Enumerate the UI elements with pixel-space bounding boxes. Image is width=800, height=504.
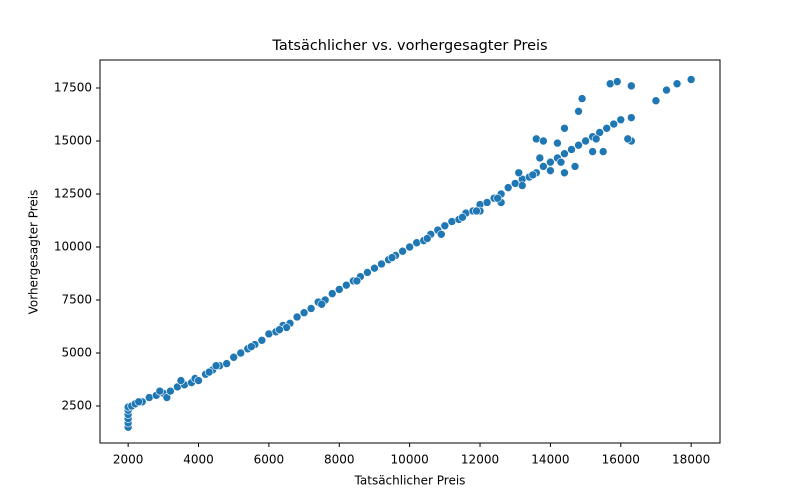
point: [514, 168, 524, 178]
point: [627, 113, 636, 122]
y-axis-label: Vorhergesagter Preis: [27, 190, 41, 315]
x-tick-label: 18000: [672, 453, 710, 467]
y-tick-label: 17500: [54, 80, 92, 94]
point: [257, 335, 267, 345]
point: [327, 289, 337, 298]
point: [556, 157, 566, 167]
y-tick-label: 10000: [54, 239, 92, 253]
point: [306, 304, 316, 313]
point: [574, 107, 583, 116]
x-tick-label: 8000: [324, 453, 355, 467]
x-tick-label: 4000: [183, 453, 214, 467]
point: [528, 170, 538, 180]
y-tick-label: 15000: [54, 133, 92, 147]
x-tick-label: 10000: [391, 453, 429, 467]
y-tick-label: 12500: [54, 186, 92, 200]
point: [405, 242, 414, 252]
point: [602, 123, 611, 133]
point: [588, 147, 597, 156]
point: [567, 145, 576, 154]
point: [194, 376, 203, 385]
y-tick-label: 7500: [61, 292, 92, 306]
point: [581, 136, 590, 146]
point: [627, 81, 636, 91]
point: [472, 206, 481, 216]
point: [222, 359, 231, 368]
point: [155, 386, 165, 396]
point: [591, 134, 601, 144]
point: [686, 75, 696, 84]
point: [609, 119, 619, 129]
point: [553, 138, 562, 148]
point: [598, 147, 608, 156]
point: [236, 348, 246, 358]
point: [317, 299, 326, 309]
point: [535, 153, 545, 163]
point: [176, 376, 186, 385]
point: [616, 115, 626, 125]
point: [247, 342, 256, 351]
x-tick-label: 16000: [602, 453, 640, 467]
point: [275, 325, 284, 334]
point: [204, 367, 214, 377]
point: [440, 221, 450, 231]
chart-title: Tatsächlicher vs. vorhergesagter Preis: [271, 38, 547, 54]
point: [503, 183, 513, 192]
point: [134, 397, 144, 407]
point: [539, 162, 548, 171]
point: [352, 276, 362, 286]
point: [539, 136, 548, 146]
point: [211, 361, 221, 371]
point: [387, 253, 397, 262]
point: [437, 229, 446, 239]
points: [123, 75, 696, 432]
y-tick-label: 2500: [61, 399, 92, 413]
x-tick-label: 2000: [113, 453, 144, 467]
point: [662, 85, 671, 95]
point: [546, 157, 555, 167]
point: [377, 259, 386, 269]
point: [560, 168, 569, 178]
point: [672, 79, 682, 89]
point: [574, 140, 583, 150]
point: [560, 123, 569, 133]
x-tick-label: 12000: [461, 453, 499, 467]
point: [482, 198, 492, 207]
point: [651, 96, 661, 106]
point: [458, 213, 467, 222]
point: [493, 193, 502, 203]
y-tick-label: 5000: [61, 346, 92, 360]
point: [370, 263, 379, 273]
x-tick-label: 14000: [531, 453, 569, 467]
point: [623, 134, 633, 144]
point: [398, 246, 407, 256]
point: [577, 94, 587, 103]
point: [299, 308, 309, 318]
point: [334, 285, 344, 294]
point: [229, 352, 239, 362]
point: [363, 268, 372, 277]
point: [422, 234, 432, 243]
point: [166, 386, 175, 396]
x-tick-label: 6000: [254, 453, 285, 467]
point: [342, 280, 351, 290]
point: [292, 312, 302, 322]
point: [560, 149, 569, 159]
point: [612, 77, 622, 86]
x-axis-label: Tatsächlicher Preis: [354, 474, 466, 488]
point: [570, 162, 580, 171]
point: [517, 181, 527, 190]
point: [546, 166, 555, 175]
